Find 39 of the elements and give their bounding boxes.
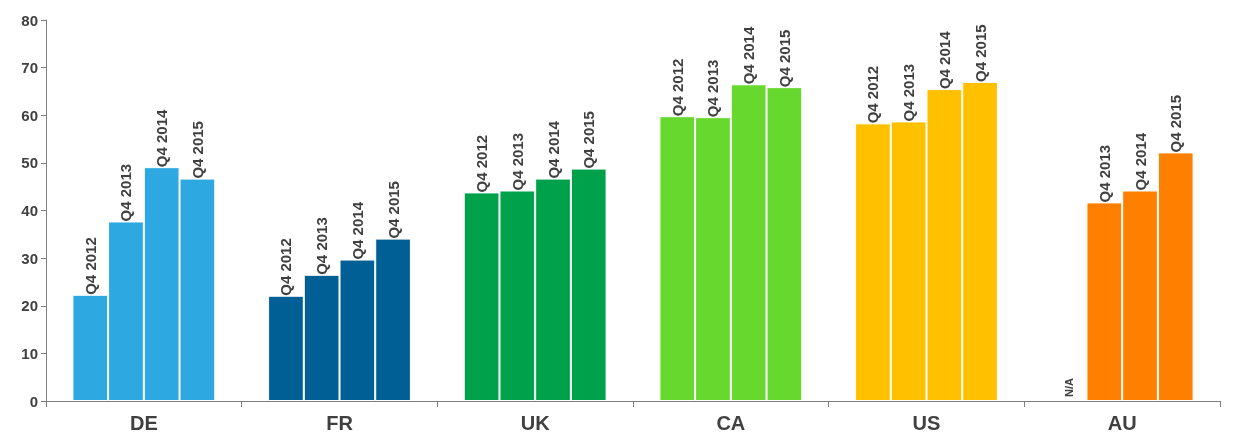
x-tick-label: US — [912, 412, 941, 434]
text: Q4 2015 — [384, 181, 402, 239]
text: Q4 2013 — [1095, 144, 1113, 203]
text: Q4 2013 — [508, 132, 526, 191]
annotation: N/A — [1062, 378, 1075, 397]
x-tick-label: UK — [520, 412, 551, 434]
y-tick-label: 50 — [21, 154, 38, 172]
text: Q4 2013 — [704, 59, 722, 118]
text: Q4 2012 — [864, 65, 882, 124]
y-tick-label: 0 — [29, 392, 38, 410]
text: Q4 2012 — [277, 238, 295, 296]
x-tick-label: FR — [326, 412, 354, 434]
text: Q4 2015 — [188, 121, 206, 179]
text: Q4 2014 — [153, 108, 171, 168]
y-tick-label: 70 — [21, 59, 38, 77]
text: Q4 2015 — [971, 24, 989, 82]
text: Q4 2013 — [900, 63, 918, 122]
text: Q4 2014 — [1131, 132, 1149, 191]
text: Q4 2013 — [117, 163, 135, 222]
text: Q4 2015 — [775, 29, 793, 88]
text: Q4 2014 — [935, 31, 953, 90]
y-tick-label: 80 — [21, 11, 38, 29]
text: Q4 2015 — [580, 111, 598, 169]
x-tick-label: DE — [129, 412, 158, 434]
text: Q4 2012 — [473, 134, 491, 193]
y-tick-label: 60 — [21, 106, 38, 124]
text: Q4 2012 — [81, 237, 99, 295]
y-tick-label: 40 — [21, 202, 38, 219]
x-tick-label: AU — [1107, 412, 1137, 434]
text: Q4 2012 — [668, 58, 686, 117]
text: Q4 2015 — [1167, 94, 1185, 153]
text: Q4 2014 — [348, 202, 366, 260]
x-tick-label: CA — [716, 412, 746, 434]
text: Q4 2013 — [313, 217, 331, 275]
y-tick-label: 30 — [21, 249, 38, 267]
y-tick-label: 10 — [21, 344, 38, 362]
text: Q4 2014 — [740, 26, 758, 85]
text: Q4 2014 — [544, 121, 562, 179]
y-tick-label: 20 — [21, 297, 38, 315]
